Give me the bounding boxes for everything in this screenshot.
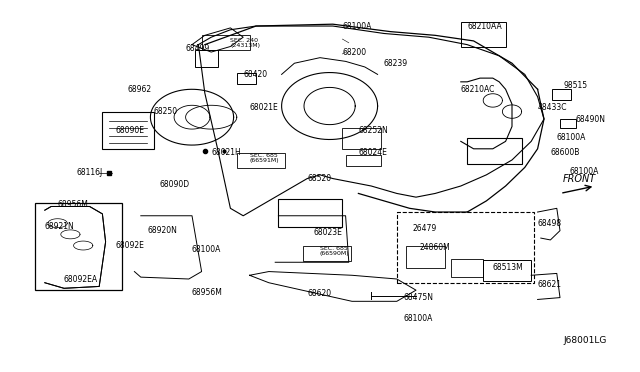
Text: 68021E: 68021E: [250, 103, 278, 112]
Text: 68100A: 68100A: [403, 314, 433, 323]
Bar: [461, 22, 506, 46]
Text: 68420: 68420: [243, 70, 268, 79]
Text: 68200: 68200: [342, 48, 367, 57]
Text: 24860M: 24860M: [419, 243, 450, 252]
Text: 68021H: 68021H: [211, 148, 241, 157]
Text: 68520: 68520: [307, 174, 332, 183]
Bar: [278, 199, 342, 227]
Text: 68090D: 68090D: [160, 180, 190, 189]
Text: 68921N: 68921N: [45, 222, 74, 231]
Bar: [451, 259, 483, 277]
Bar: [195, 50, 218, 67]
Bar: [303, 246, 351, 261]
Text: 68210AA: 68210AA: [467, 22, 502, 31]
Bar: [560, 119, 576, 128]
Bar: [102, 112, 154, 149]
Text: 68100A: 68100A: [557, 133, 586, 142]
Bar: [237, 73, 256, 84]
Bar: [342, 128, 381, 149]
Bar: [346, 155, 381, 166]
Text: SEC. 685
(66591M): SEC. 685 (66591M): [250, 153, 279, 163]
Bar: [202, 35, 250, 50]
Text: J68001LG: J68001LG: [563, 336, 607, 345]
Text: 68956M: 68956M: [58, 200, 88, 209]
Text: 68100A: 68100A: [342, 22, 372, 31]
Text: 68092E: 68092E: [115, 241, 144, 250]
Text: 68513M: 68513M: [493, 263, 524, 272]
Text: 68498: 68498: [538, 219, 562, 228]
Text: 68092EA: 68092EA: [64, 275, 98, 283]
Text: 68252N: 68252N: [358, 126, 388, 135]
Text: 68962: 68962: [128, 85, 152, 94]
Text: SEC. 685
(66590M): SEC. 685 (66590M): [320, 246, 349, 256]
Text: 68100A: 68100A: [570, 167, 599, 176]
Bar: [406, 246, 445, 268]
Bar: [552, 89, 571, 100]
Text: 68620: 68620: [307, 289, 332, 298]
Text: 48433C: 48433C: [538, 103, 567, 112]
Text: FRONT: FRONT: [563, 174, 596, 183]
Text: 68116J: 68116J: [77, 169, 103, 177]
Text: 68499: 68499: [186, 44, 210, 53]
Text: 68210AC: 68210AC: [461, 85, 495, 94]
Text: 26479: 26479: [413, 224, 437, 233]
Text: 68090E: 68090E: [115, 126, 144, 135]
Bar: [397, 212, 534, 283]
Text: 68100A: 68100A: [192, 245, 221, 254]
Text: SEC. 240
(24313M): SEC. 240 (24313M): [230, 38, 260, 48]
Text: 68023E: 68023E: [314, 228, 342, 237]
Bar: [35, 203, 122, 290]
Text: 68600B: 68600B: [550, 148, 580, 157]
Bar: [237, 153, 285, 168]
Text: 98515: 98515: [563, 81, 588, 90]
Bar: [467, 138, 522, 164]
Text: 68239: 68239: [384, 59, 408, 68]
Text: 68024E: 68024E: [358, 148, 387, 157]
Bar: [483, 260, 531, 281]
Text: 68621: 68621: [538, 280, 562, 289]
Text: 68490N: 68490N: [576, 115, 606, 124]
Text: 68956M: 68956M: [192, 288, 223, 296]
Text: 68920N: 68920N: [147, 226, 177, 235]
Text: 68250: 68250: [154, 107, 178, 116]
Text: 68475N: 68475N: [403, 293, 433, 302]
